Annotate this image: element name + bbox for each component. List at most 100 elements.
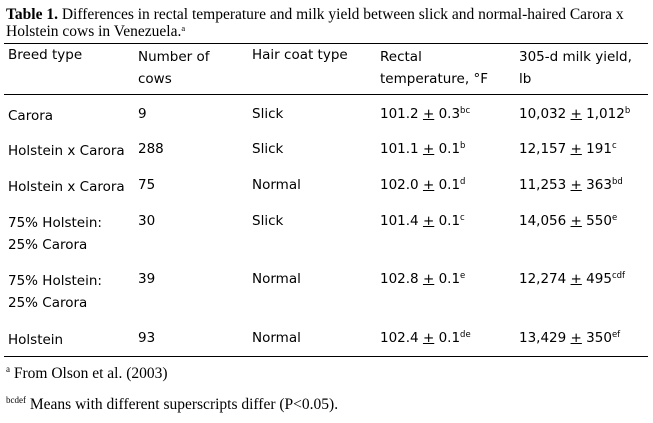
- plus-minus-sign: +: [422, 106, 435, 122]
- coat-cell: Slick: [252, 213, 284, 229]
- temp-superscript: de: [460, 330, 471, 340]
- header-number: Number of cows: [138, 49, 210, 87]
- breed-cell: 75% Holstein: 25% Carora: [8, 212, 102, 256]
- footnote-bcdef: bcdef Means with different superscripts …: [6, 395, 339, 414]
- header-top-rule: [4, 43, 648, 44]
- temp-mean: 102.4: [380, 330, 419, 346]
- breed-line: 75% Holstein:: [8, 215, 102, 231]
- milk-superscript: c: [611, 141, 617, 151]
- milk-mean: 14,056: [519, 213, 567, 229]
- breed-line: Holstein x Carora: [8, 143, 125, 159]
- plus-minus-sign: +: [570, 271, 582, 287]
- temp-superscript: bc: [460, 106, 471, 116]
- table-caption: Table 1. Differences in rectal temperatu…: [6, 6, 646, 40]
- temp-superscript: e: [460, 271, 466, 281]
- caption-marker: a: [181, 23, 186, 33]
- temp-mean: 101.4: [380, 213, 419, 229]
- breed-line: 25% Carora: [8, 237, 88, 253]
- temp-cell: 101.4 + 0.1c: [380, 212, 465, 230]
- temp-se: 0.1: [438, 141, 461, 157]
- temp-superscript: b: [460, 141, 466, 151]
- breed-line: Holstein x Carora: [8, 179, 125, 195]
- coat-cell: Slick: [252, 106, 284, 122]
- milk-se: 363: [586, 177, 612, 193]
- number-cell: 30: [138, 213, 156, 229]
- plus-minus-sign: +: [570, 330, 582, 346]
- milk-cell: 14,056 + 550e: [519, 212, 617, 230]
- milk-se: 550: [586, 213, 612, 229]
- milk-superscript: ef: [611, 330, 621, 340]
- footnote-a: a From Olson et al. (2003): [6, 364, 168, 383]
- temp-mean: 101.2: [380, 106, 419, 122]
- milk-superscript: bd: [611, 177, 623, 187]
- plus-minus-sign: +: [570, 177, 582, 193]
- temp-se: 0.1: [438, 330, 461, 346]
- milk-superscript: e: [611, 213, 618, 223]
- plus-minus-sign: +: [570, 213, 582, 229]
- plus-minus-sign: +: [570, 141, 582, 157]
- temp-cell: 102.0 + 0.1d: [380, 176, 465, 194]
- plus-minus-sign: +: [422, 141, 435, 157]
- breed-line: 25% Carora: [8, 295, 88, 311]
- header-milk: 305-d milk yield, lb: [519, 49, 632, 87]
- milk-cell: 11,253 + 363bd: [519, 176, 623, 194]
- plus-minus-sign: +: [422, 271, 435, 287]
- breed-line: Holstein: [8, 332, 64, 348]
- temp-cell: 102.4 + 0.1de: [380, 329, 471, 347]
- coat-cell: Normal: [252, 271, 301, 287]
- coat-cell: Normal: [252, 177, 301, 193]
- coat-cell: Slick: [252, 141, 284, 157]
- header-breed: Breed type: [8, 47, 83, 63]
- temp-mean: 102.0: [380, 177, 419, 193]
- temp-cell: 101.1 + 0.1b: [380, 140, 465, 158]
- number-cell: 39: [138, 271, 156, 287]
- caption-label: Table 1.: [6, 6, 58, 23]
- milk-se: 495: [586, 271, 612, 287]
- milk-cell: 10,032 + 1,012b: [519, 105, 630, 123]
- temp-cell: 101.2 + 0.3bc: [380, 105, 470, 123]
- number-cell: 75: [138, 177, 156, 193]
- breed-cell: 75% Holstein: 25% Carora: [8, 270, 102, 314]
- milk-se: 350: [586, 330, 612, 346]
- number-cell: 93: [138, 330, 156, 346]
- breed-line: Carora: [8, 108, 54, 124]
- milk-se: 1,012: [586, 106, 625, 122]
- temp-mean: 102.8: [380, 271, 419, 287]
- breed-cell: Holstein x Carora: [8, 140, 125, 162]
- milk-se: 191: [586, 141, 612, 157]
- number-cell: 9: [138, 106, 147, 122]
- temp-se: 0.1: [438, 213, 461, 229]
- breed-cell: Holstein x Carora: [8, 176, 125, 198]
- milk-mean: 13,429: [519, 330, 567, 346]
- plus-minus-sign: +: [422, 177, 435, 193]
- plus-minus-sign: +: [570, 106, 582, 122]
- temp-mean: 101.1: [380, 141, 419, 157]
- number-cell: 288: [138, 141, 164, 157]
- temp-se: 0.1: [438, 177, 461, 193]
- milk-mean: 11,253: [519, 177, 567, 193]
- temp-se: 0.3: [438, 106, 461, 122]
- temp-superscript: c: [460, 213, 465, 223]
- breed-cell: Holstein: [8, 329, 63, 351]
- breed-cell: Carora: [8, 105, 53, 127]
- header-temp: Rectal temperature, °F: [380, 49, 488, 87]
- table-bottom-rule: [4, 356, 648, 357]
- milk-mean: 10,032: [519, 106, 567, 122]
- milk-superscript: cdf: [611, 271, 625, 281]
- milk-mean: 12,274: [519, 271, 567, 287]
- coat-cell: Normal: [252, 330, 301, 346]
- temp-se: 0.1: [438, 271, 461, 287]
- temp-cell: 102.8 + 0.1e: [380, 270, 465, 288]
- header-coat: Hair coat type: [252, 47, 348, 63]
- milk-mean: 12,157: [519, 141, 567, 157]
- milk-cell: 13,429 + 350ef: [519, 329, 620, 347]
- caption-text: Differences in rectal temperature and mi…: [6, 6, 624, 40]
- temp-superscript: d: [460, 177, 466, 187]
- breed-line: 75% Holstein:: [8, 273, 102, 289]
- milk-cell: 12,274 + 495cdf: [519, 270, 625, 288]
- plus-minus-sign: +: [422, 213, 435, 229]
- milk-superscript: b: [624, 106, 631, 116]
- milk-cell: 12,157 + 191c: [519, 140, 617, 158]
- header-bottom-rule: [4, 94, 648, 95]
- plus-minus-sign: +: [422, 330, 435, 346]
